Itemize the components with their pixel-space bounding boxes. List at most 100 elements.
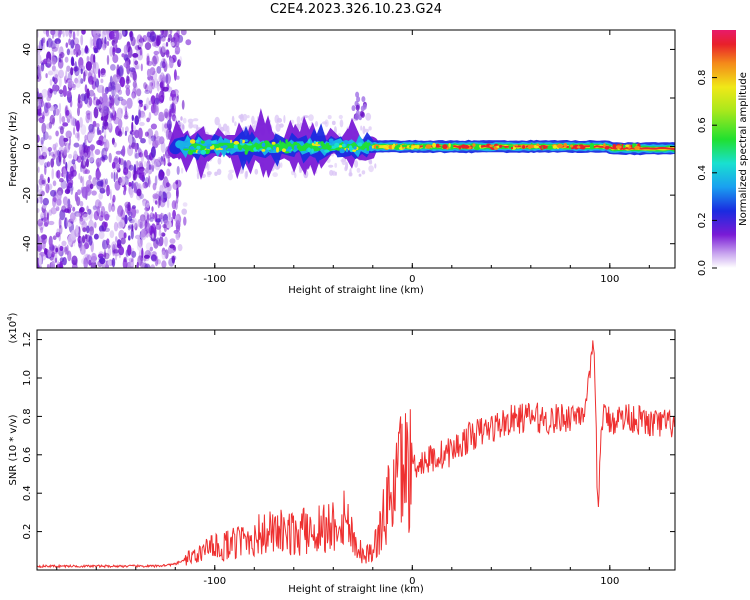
noise-blob xyxy=(52,180,57,187)
noise-blob xyxy=(80,175,83,184)
noise-blob xyxy=(56,228,60,235)
noise-blob xyxy=(46,212,50,221)
noise-blob xyxy=(106,190,111,195)
noise-blob xyxy=(158,90,165,103)
noise-blob xyxy=(176,187,179,199)
noise-blob xyxy=(81,155,85,161)
noise-blob xyxy=(152,54,159,65)
x-tick-label: 0 xyxy=(409,576,415,587)
noise-blob xyxy=(77,119,80,132)
spectrogram-frame xyxy=(36,29,676,269)
noise-blob xyxy=(119,76,125,88)
noise-blob xyxy=(181,99,185,110)
noise-blob xyxy=(74,65,80,77)
noise-blob xyxy=(165,49,170,58)
halo-blob xyxy=(296,116,301,124)
y-tick-label: -40 xyxy=(22,236,33,252)
noise-blob xyxy=(148,136,152,145)
noise-blob xyxy=(45,73,48,79)
ridge-speckle xyxy=(528,144,535,149)
noise-blob xyxy=(143,161,147,168)
noise-blob xyxy=(110,64,116,71)
ridge-speckle xyxy=(257,145,263,149)
noise-blob xyxy=(123,160,127,170)
halo-blob xyxy=(251,115,255,125)
noise-blob xyxy=(159,225,161,237)
noise-blob xyxy=(121,145,126,157)
noise-blob xyxy=(52,235,57,240)
noise-blob xyxy=(112,106,115,116)
noise-blob xyxy=(155,200,158,205)
noise-blob xyxy=(64,246,68,255)
noise-blob xyxy=(160,155,163,162)
halo-blob xyxy=(364,128,370,133)
noise-blob xyxy=(77,131,80,142)
noise-blob xyxy=(104,214,111,218)
noise-blob xyxy=(125,87,131,97)
noise-blob xyxy=(113,221,119,232)
halo-blob xyxy=(322,121,328,125)
noise-blob xyxy=(55,130,59,137)
halo-blob xyxy=(207,173,211,178)
noise-blob xyxy=(142,183,144,190)
ridge-speckle xyxy=(343,140,349,145)
ridge-speckle xyxy=(480,145,486,148)
noise-blob xyxy=(150,135,157,142)
noise-blob xyxy=(102,239,108,250)
noise-blob xyxy=(87,133,94,142)
noise-blob xyxy=(59,51,65,59)
halo-blob xyxy=(254,168,259,175)
noise-blob xyxy=(149,217,154,222)
noise-blob xyxy=(93,106,99,119)
ridge-speckle xyxy=(463,145,470,149)
noise-blob xyxy=(174,45,181,55)
noise-blob xyxy=(90,261,97,268)
noise-blob xyxy=(52,153,56,161)
ridge-speckle xyxy=(425,144,432,149)
noise-blob xyxy=(115,150,122,155)
noise-blob xyxy=(134,150,138,160)
noise-blob xyxy=(72,83,76,91)
noise-blob xyxy=(96,37,103,50)
ridge-speckle xyxy=(302,148,307,151)
ridge-speckle xyxy=(266,147,272,151)
noise-blob xyxy=(67,250,72,262)
ridge-speckle xyxy=(401,144,408,148)
noise-blob xyxy=(134,129,140,139)
noise-blob xyxy=(158,111,164,120)
noise-blob xyxy=(86,88,90,99)
ridge-speckle xyxy=(330,145,337,149)
noise-blob xyxy=(115,76,121,82)
noise-blob xyxy=(82,176,85,188)
noise-blob xyxy=(72,31,76,41)
x-tick-label: 100 xyxy=(600,274,619,285)
noise-blob xyxy=(137,218,143,228)
noise-blob xyxy=(77,189,81,196)
noise-blob xyxy=(95,99,101,106)
noise-blob xyxy=(168,33,173,41)
excursion-blob xyxy=(360,105,365,112)
halo-blob xyxy=(272,172,279,178)
noise-blob xyxy=(122,258,128,268)
noise-blob xyxy=(150,254,158,262)
noise-blob xyxy=(94,149,101,155)
ridge-speckle xyxy=(226,150,230,154)
noise-blob xyxy=(68,153,73,159)
noise-blob xyxy=(43,132,46,142)
noise-blob xyxy=(154,175,158,186)
halo-blob xyxy=(356,167,361,173)
noise-blob xyxy=(117,130,123,137)
ridge-speckle xyxy=(270,148,273,154)
noise-blob xyxy=(127,201,131,212)
spectrogram-ylabel: Frequency (Hz) xyxy=(8,111,19,187)
noise-blob xyxy=(61,205,67,213)
noise-blob xyxy=(166,168,171,177)
ridge-speckle xyxy=(603,143,606,148)
noise-blob xyxy=(45,102,52,109)
noise-blob xyxy=(132,53,139,58)
noise-blob xyxy=(102,43,107,49)
halo-blob xyxy=(358,173,362,177)
noise-blob xyxy=(41,88,48,98)
noise-blob xyxy=(104,221,108,228)
